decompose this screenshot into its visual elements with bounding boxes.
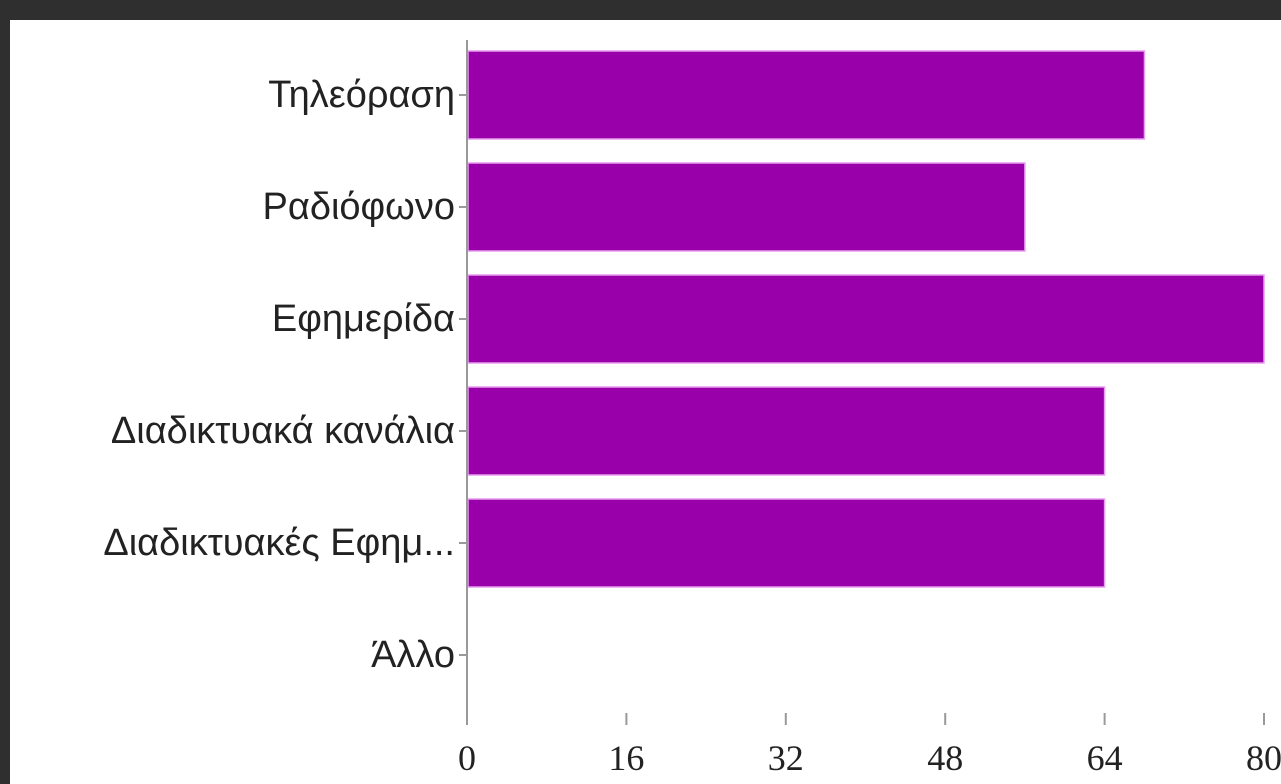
category-label-5: Άλλο [371, 634, 455, 676]
bar-chart: Τηλεόραση Ραδιόφωνο Εφημερίδα Διαδικτυακά κ… [103, 40, 1281, 778]
category-label-4: Διαδικτυακές Εφημ... [103, 522, 455, 564]
bars-layer [467, 50, 1265, 588]
axis-layer [459, 40, 1265, 725]
category-label-1: Ραδιόφωνο [263, 186, 456, 228]
x-tick-label-1: 16 [608, 738, 644, 778]
category-label-2: Εφημερίδα [272, 298, 455, 340]
bar-0 [467, 50, 1146, 140]
category-label-3: Διαδικτυακά κανάλια [111, 410, 455, 452]
x-tick-label-2: 32 [768, 738, 804, 778]
bar-4 [467, 498, 1106, 588]
bar-2 [467, 274, 1265, 364]
bar-3 [467, 386, 1106, 476]
bar-1 [467, 162, 1026, 252]
chart-panel: Τηλεόραση Ραδιόφωνο Εφημερίδα Διαδικτυακά κ… [10, 20, 1281, 784]
x-tick-label-0: 0 [458, 738, 476, 778]
x-tick-label-3: 48 [927, 738, 963, 778]
x-tick-label-4: 64 [1087, 738, 1123, 778]
category-label-0: Τηλεόραση [268, 74, 455, 116]
x-tick-label-5: 80 [1246, 738, 1281, 778]
labels-layer: Τηλεόραση Ραδιόφωνο Εφημερίδα Διαδικτυακά κ… [103, 74, 1281, 778]
